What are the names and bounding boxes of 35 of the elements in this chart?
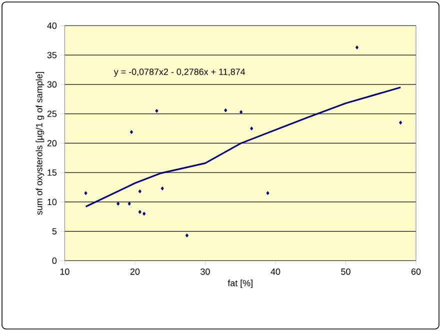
x-axis-title: fat [%] (228, 280, 252, 288)
x-tick-label: 10 (60, 268, 70, 275)
y-tick-label: 20 (47, 140, 57, 146)
point (185, 233, 189, 238)
line-series (84, 86, 402, 208)
x-tick-label: 60 (411, 268, 421, 275)
x-tick-label: 40 (270, 268, 280, 275)
y-tick-label: 25 (47, 110, 57, 118)
y-tick-label: 0 (52, 258, 57, 264)
point (250, 126, 254, 131)
y-tick-label: 10 (48, 198, 57, 206)
point (128, 202, 131, 206)
point (355, 45, 359, 50)
x-tick-label: 50 (341, 268, 350, 275)
point (84, 191, 88, 196)
point (155, 108, 158, 113)
y-tick-label: 5 (52, 228, 57, 234)
y-tick-label: 40 (47, 22, 57, 29)
point (138, 189, 142, 194)
point (116, 202, 120, 206)
y-tick-label: 35 (47, 52, 57, 58)
y-axis-title: sum of oxysterols [µg/1 g of sample] (36, 72, 44, 215)
x-tick-label: 30 (200, 268, 210, 275)
x-tick-label: 20 (130, 268, 140, 275)
y-tick-label: 15 (48, 169, 57, 176)
annotation: y = -0,0787x2 - 0,2786x + 11,874 (114, 68, 246, 77)
point (240, 110, 243, 114)
point (142, 212, 146, 216)
point (138, 210, 142, 214)
point (266, 191, 270, 196)
point (160, 186, 164, 190)
point (224, 108, 228, 112)
y-tick-label: 30 (47, 81, 57, 88)
point (130, 130, 133, 134)
point (399, 120, 402, 125)
